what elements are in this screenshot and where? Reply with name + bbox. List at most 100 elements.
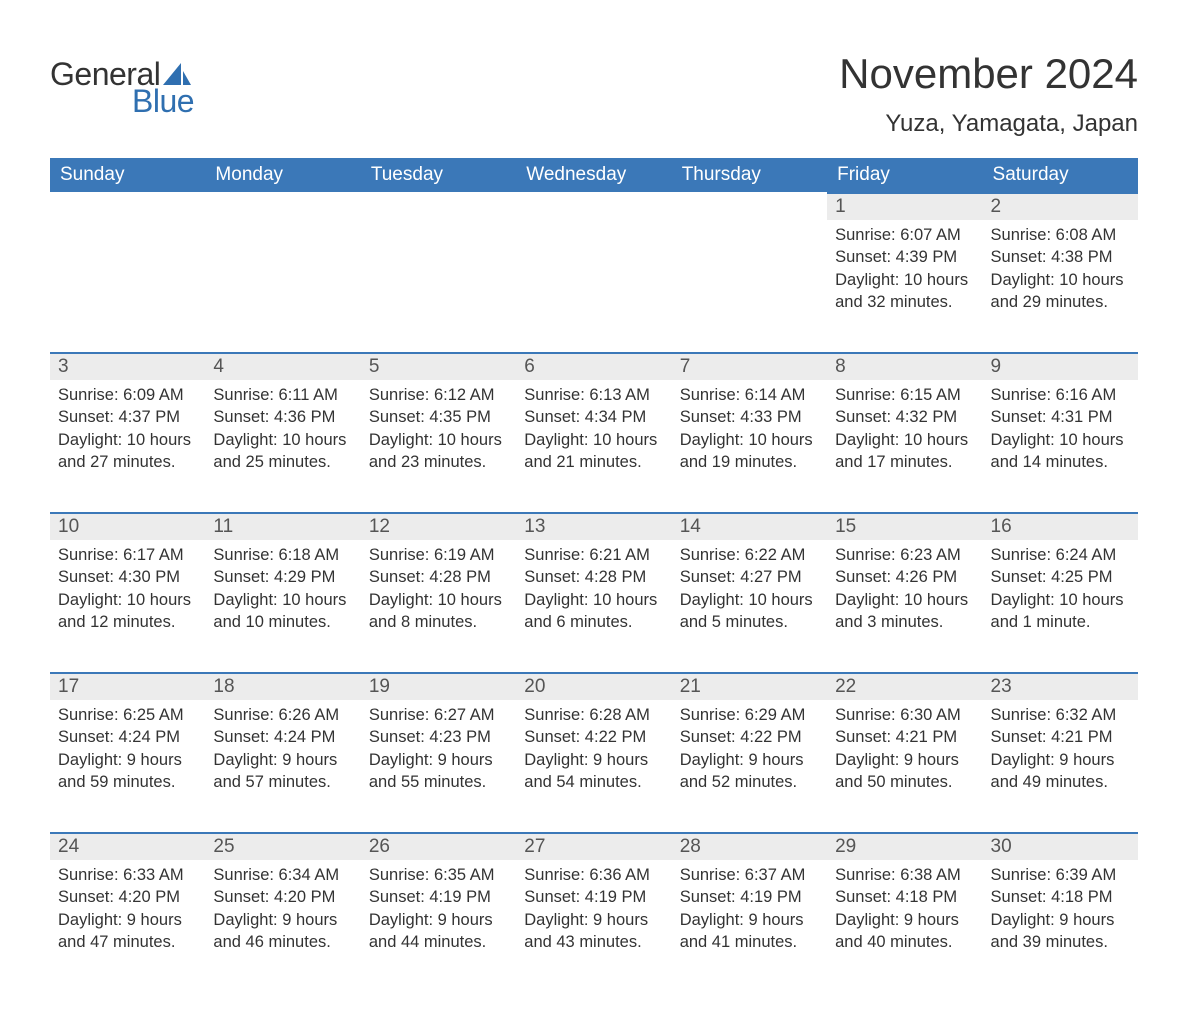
week-daynum-row: 12 — [50, 192, 1138, 220]
day-body: Sunrise: 6:12 AMSunset: 4:35 PMDaylight:… — [361, 380, 516, 479]
day-body: Sunrise: 6:32 AMSunset: 4:21 PMDaylight:… — [983, 700, 1138, 799]
day-body: Sunrise: 6:39 AMSunset: 4:18 PMDaylight:… — [983, 860, 1138, 959]
day-cell: Sunrise: 6:18 AMSunset: 4:29 PMDaylight:… — [205, 540, 360, 672]
day-cell: Sunrise: 6:12 AMSunset: 4:35 PMDaylight:… — [361, 380, 516, 512]
daylight-text: Daylight: 10 hours and 17 minutes. — [835, 429, 974, 474]
sunset-text: Sunset: 4:39 PM — [835, 246, 974, 268]
day-body: Sunrise: 6:15 AMSunset: 4:32 PMDaylight:… — [827, 380, 982, 479]
sunrise-text: Sunrise: 6:17 AM — [58, 544, 197, 566]
day-number-cell: 14 — [672, 512, 827, 540]
sunrise-text: Sunrise: 6:11 AM — [213, 384, 352, 406]
day-cell: Sunrise: 6:25 AMSunset: 4:24 PMDaylight:… — [50, 700, 205, 832]
sunset-text: Sunset: 4:22 PM — [680, 726, 819, 748]
day-cell: Sunrise: 6:21 AMSunset: 4:28 PMDaylight:… — [516, 540, 671, 672]
daylight-text: Daylight: 10 hours and 29 minutes. — [991, 269, 1130, 314]
sunrise-text: Sunrise: 6:33 AM — [58, 864, 197, 886]
daylight-text: Daylight: 9 hours and 39 minutes. — [991, 909, 1130, 954]
day-number: 5 — [361, 352, 516, 380]
day-body: Sunrise: 6:36 AMSunset: 4:19 PMDaylight:… — [516, 860, 671, 959]
daylight-text: Daylight: 9 hours and 47 minutes. — [58, 909, 197, 954]
day-body: Sunrise: 6:35 AMSunset: 4:19 PMDaylight:… — [361, 860, 516, 959]
day-body: Sunrise: 6:38 AMSunset: 4:18 PMDaylight:… — [827, 860, 982, 959]
sunset-text: Sunset: 4:19 PM — [524, 886, 663, 908]
daylight-text: Daylight: 10 hours and 1 minute. — [991, 589, 1130, 634]
sunrise-text: Sunrise: 6:15 AM — [835, 384, 974, 406]
daylight-text: Daylight: 10 hours and 32 minutes. — [835, 269, 974, 314]
empty-day-body — [361, 220, 516, 352]
sunset-text: Sunset: 4:21 PM — [835, 726, 974, 748]
week-body-row: Sunrise: 6:25 AMSunset: 4:24 PMDaylight:… — [50, 700, 1138, 832]
day-cell: Sunrise: 6:15 AMSunset: 4:32 PMDaylight:… — [827, 380, 982, 512]
day-cell: Sunrise: 6:19 AMSunset: 4:28 PMDaylight:… — [361, 540, 516, 672]
sunset-text: Sunset: 4:30 PM — [58, 566, 197, 588]
daylight-text: Daylight: 9 hours and 41 minutes. — [680, 909, 819, 954]
day-number: 21 — [672, 672, 827, 700]
daylight-text: Daylight: 10 hours and 14 minutes. — [991, 429, 1130, 474]
day-body: Sunrise: 6:07 AMSunset: 4:39 PMDaylight:… — [827, 220, 982, 319]
sunset-text: Sunset: 4:33 PM — [680, 406, 819, 428]
day-number: 18 — [205, 672, 360, 700]
sunrise-text: Sunrise: 6:34 AM — [213, 864, 352, 886]
week-body-row: Sunrise: 6:07 AMSunset: 4:39 PMDaylight:… — [50, 220, 1138, 352]
day-body: Sunrise: 6:25 AMSunset: 4:24 PMDaylight:… — [50, 700, 205, 799]
day-cell: Sunrise: 6:35 AMSunset: 4:19 PMDaylight:… — [361, 860, 516, 992]
day-number: 19 — [361, 672, 516, 700]
day-number: 10 — [50, 512, 205, 540]
sunrise-text: Sunrise: 6:22 AM — [680, 544, 819, 566]
sunset-text: Sunset: 4:20 PM — [58, 886, 197, 908]
day-body: Sunrise: 6:26 AMSunset: 4:24 PMDaylight:… — [205, 700, 360, 799]
day-number-cell: 7 — [672, 352, 827, 380]
sunset-text: Sunset: 4:20 PM — [213, 886, 352, 908]
sunrise-text: Sunrise: 6:32 AM — [991, 704, 1130, 726]
day-number: 29 — [827, 832, 982, 860]
week-body-row: Sunrise: 6:17 AMSunset: 4:30 PM Daylight:… — [50, 540, 1138, 672]
day-cell: Sunrise: 6:28 AMSunset: 4:22 PMDaylight:… — [516, 700, 671, 832]
page-header: General Blue November 2024 Yuza, Yamagat… — [50, 50, 1138, 138]
sunset-text: Sunset: 4:28 PM — [369, 566, 508, 588]
day-body: Sunrise: 6:17 AMSunset: 4:30 PMDaylight:… — [50, 540, 205, 639]
daylight-text: Daylight: 10 hours and 8 minutes. — [369, 589, 508, 634]
daylight-text: Daylight: 9 hours and 52 minutes. — [680, 749, 819, 794]
weekday-header: Tuesday — [361, 158, 516, 192]
daylight-text: Daylight: 10 hours and 25 minutes. — [213, 429, 352, 474]
sunrise-text: Sunrise: 6:37 AM — [680, 864, 819, 886]
day-cell: Sunrise: 6:09 AMSunset: 4:37 PMDaylight:… — [50, 380, 205, 512]
sunset-text: Sunset: 4:32 PM — [835, 406, 974, 428]
day-number: 25 — [205, 832, 360, 860]
sunrise-text: Sunrise: 6:18 AM — [213, 544, 352, 566]
day-number: 4 — [205, 352, 360, 380]
week-daynum-row: 10111213141516 — [50, 512, 1138, 540]
sunrise-text: Sunrise: 6:27 AM — [369, 704, 508, 726]
day-number-cell: 25 — [205, 832, 360, 860]
day-number: 15 — [827, 512, 982, 540]
day-number-cell: 8 — [827, 352, 982, 380]
sunset-text: Sunset: 4:19 PM — [369, 886, 508, 908]
weekday-header: Sunday — [50, 158, 205, 192]
sunset-text: Sunset: 4:23 PM — [369, 726, 508, 748]
week-daynum-row: 17181920212223 — [50, 672, 1138, 700]
day-number: 28 — [672, 832, 827, 860]
day-cell: Sunrise: 6:11 AMSunset: 4:36 PMDaylight:… — [205, 380, 360, 512]
sunset-text: Sunset: 4:31 PM — [991, 406, 1130, 428]
day-cell: Sunrise: 6:34 AMSunset: 4:20 PMDaylight:… — [205, 860, 360, 992]
day-number-cell: 23 — [983, 672, 1138, 700]
day-number-cell: 13 — [516, 512, 671, 540]
brand-word-blue: Blue — [132, 83, 194, 120]
sunrise-text: Sunrise: 6:35 AM — [369, 864, 508, 886]
day-cell: Sunrise: 6:33 AMSunset: 4:20 PMDaylight:… — [50, 860, 205, 992]
week-daynum-row: 24252627282930 — [50, 832, 1138, 860]
day-cell: Sunrise: 6:24 AMSunset: 4:25 PMDaylight:… — [983, 540, 1138, 672]
day-cell: Sunrise: 6:38 AMSunset: 4:18 PMDaylight:… — [827, 860, 982, 992]
sunset-text: Sunset: 4:18 PM — [835, 886, 974, 908]
sunrise-text: Sunrise: 6:12 AM — [369, 384, 508, 406]
day-cell: Sunrise: 6:23 AMSunset: 4:26 PMDaylight:… — [827, 540, 982, 672]
day-number: 7 — [672, 352, 827, 380]
sunrise-text: Sunrise: 6:23 AM — [835, 544, 974, 566]
daylight-text: Daylight: 9 hours and 59 minutes. — [58, 749, 197, 794]
sunrise-text: Sunrise: 6:29 AM — [680, 704, 819, 726]
day-number: 23 — [983, 672, 1138, 700]
day-cell: Sunrise: 6:13 AMSunset: 4:34 PMDaylight:… — [516, 380, 671, 512]
calendar-page: General Blue November 2024 Yuza, Yamagat… — [0, 0, 1188, 1032]
day-body: Sunrise: 6:21 AMSunset: 4:28 PMDaylight:… — [516, 540, 671, 639]
sunset-text: Sunset: 4:18 PM — [991, 886, 1130, 908]
